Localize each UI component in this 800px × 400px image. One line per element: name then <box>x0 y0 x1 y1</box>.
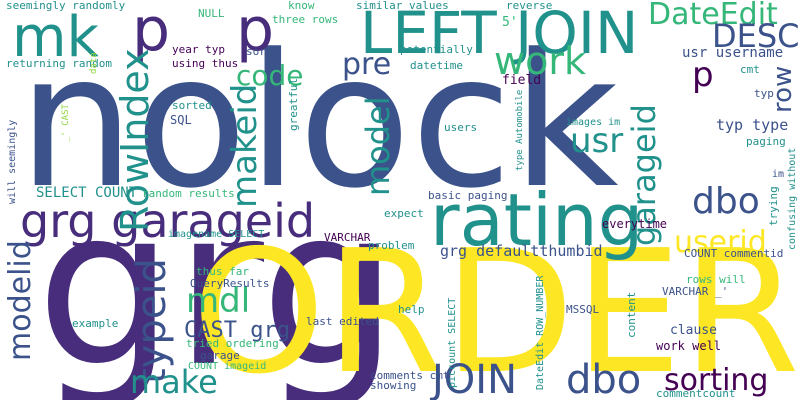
cloud-word: images im <box>566 117 621 128</box>
cloud-word: model <box>359 96 397 196</box>
cloud-word: sort <box>246 45 273 58</box>
cloud-word: rating <box>430 178 644 262</box>
cloud-word: make <box>130 363 218 400</box>
cloud-word: help <box>398 303 425 316</box>
cloud-word: tried ordering <box>186 337 279 350</box>
cloud-word: thus far <box>196 265 249 278</box>
cloud-word: usr <box>570 121 624 161</box>
cloud-word: im <box>772 169 785 180</box>
cloud-word: DateEdit ROW_NUMBER <box>535 275 546 390</box>
cloud-word: returning random <box>6 57 112 70</box>
cloud-word: imagename SELECT <box>168 229 265 240</box>
cloud-word: mdl <box>186 281 251 321</box>
cloud-word: grg <box>36 162 399 400</box>
cloud-word: _' CAST <box>61 104 71 142</box>
cloud-word: sorted <box>172 99 212 112</box>
cloud-word: DateEdit <box>648 0 778 32</box>
cloud-word: ORDER <box>191 214 800 400</box>
cloud-word: using thus <box>172 57 239 70</box>
cloud-word: example <box>72 317 119 330</box>
cloud-word: SQL <box>170 113 192 127</box>
cloud-word: trying <box>767 186 780 226</box>
cloud-word: type Automobile <box>515 89 525 171</box>
cloud-word: grg defaultthumbid <box>440 242 603 260</box>
cloud-word: work well <box>656 339 722 353</box>
cloud-word: modelid <box>3 240 38 361</box>
cloud-word: NULL <box>198 7 225 20</box>
cloud-word: DESC <box>712 17 800 55</box>
cloud-word: garage <box>200 349 240 362</box>
cloud-word: typ <box>754 87 774 100</box>
cloud-word: row <box>768 65 798 113</box>
cloud-word: code <box>236 59 304 92</box>
cloud-word: SELECT COUNT <box>36 185 138 201</box>
cloud-word: basic paging <box>428 189 508 202</box>
cloud-word: data <box>89 52 99 74</box>
cloud-word: random results <box>142 187 235 200</box>
cloud-word: last edited <box>306 315 379 328</box>
cloud-word: p <box>132 0 171 65</box>
cloud-word: dbo <box>566 357 642 400</box>
cloud-word: reverse <box>506 0 553 12</box>
cloud-word: piccount SELECT <box>447 297 458 388</box>
cloud-word: three rows <box>272 13 339 26</box>
cloud-word: RowIndex <box>113 48 157 232</box>
cloud-word: p <box>692 55 714 95</box>
cloud-word: COUNT imageid <box>188 361 267 372</box>
cloud-word: showing <box>370 379 417 392</box>
cloud-word: field <box>502 73 542 88</box>
cloud-word: cmt <box>740 63 760 76</box>
cloud-word: content <box>625 291 638 338</box>
cloud-word: JOIN <box>432 357 517 400</box>
cloud-word: sorting <box>664 363 769 398</box>
cloud-word: commentcount <box>656 387 736 400</box>
cloud-word: rows will <box>686 273 746 286</box>
cloud-word: userid <box>674 225 767 260</box>
cloud-word: nolock <box>18 15 619 229</box>
cloud-word: expect <box>384 207 424 220</box>
cloud-word: MSSQL <box>566 303 600 316</box>
cloud-word: 5' <box>502 15 518 30</box>
cloud-word: COUNT commentid <box>684 247 784 260</box>
cloud-word: comments cmt <box>370 369 450 382</box>
cloud-word: greatful <box>287 78 300 131</box>
cloud-word: everytime <box>602 217 668 231</box>
cloud-word: p <box>236 0 275 65</box>
cloud-word: QueryResults <box>190 277 270 290</box>
cloud-word: mk <box>12 5 99 70</box>
cloud-word: LEFT JOIN <box>360 0 639 67</box>
cloud-word: know <box>288 0 315 12</box>
cloud-word: usr username <box>682 45 784 61</box>
cloud-word: users <box>444 121 478 134</box>
cloud-word: year typ <box>172 43 225 56</box>
cloud-word: dbo <box>692 181 760 222</box>
cloud-word: VARCHAR _' <box>662 285 729 298</box>
cloud-word: pre <box>342 47 392 82</box>
cloud-word: paging <box>746 135 786 148</box>
cloud-word: VARCHAR <box>324 231 371 244</box>
cloud-word: confusing without <box>787 147 798 250</box>
cloud-word: will seemingly <box>7 119 18 204</box>
cloud-word: seemingly randomly <box>6 0 126 12</box>
cloud-word: clause <box>670 323 717 338</box>
cloud-word: datetime <box>410 59 463 72</box>
cloud-word: typ type <box>716 116 789 134</box>
cloud-word: work <box>494 39 586 83</box>
cloud-word: grg garageid <box>20 194 316 248</box>
cloud-word: similar values <box>356 0 449 12</box>
cloud-word: potentially <box>400 43 473 56</box>
cloud-word: problem <box>368 239 415 252</box>
cloud-word: CAST grg <box>184 318 290 343</box>
